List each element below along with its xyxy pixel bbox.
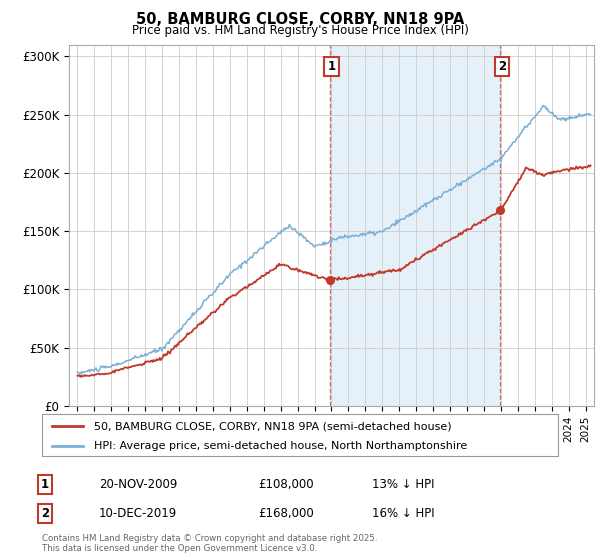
Text: 10-DEC-2019: 10-DEC-2019 bbox=[99, 507, 177, 520]
Text: 50, BAMBURG CLOSE, CORBY, NN18 9PA: 50, BAMBURG CLOSE, CORBY, NN18 9PA bbox=[136, 12, 464, 27]
Text: 2: 2 bbox=[497, 60, 506, 73]
Text: £108,000: £108,000 bbox=[258, 478, 314, 491]
Text: Contains HM Land Registry data © Crown copyright and database right 2025.
This d: Contains HM Land Registry data © Crown c… bbox=[42, 534, 377, 553]
FancyBboxPatch shape bbox=[42, 414, 558, 456]
Text: HPI: Average price, semi-detached house, North Northamptonshire: HPI: Average price, semi-detached house,… bbox=[94, 441, 467, 451]
Text: 1: 1 bbox=[41, 478, 49, 491]
Text: 20-NOV-2009: 20-NOV-2009 bbox=[99, 478, 178, 491]
Text: 13% ↓ HPI: 13% ↓ HPI bbox=[372, 478, 434, 491]
Text: Price paid vs. HM Land Registry's House Price Index (HPI): Price paid vs. HM Land Registry's House … bbox=[131, 24, 469, 36]
Text: 2: 2 bbox=[41, 507, 49, 520]
Text: £168,000: £168,000 bbox=[258, 507, 314, 520]
Text: 1: 1 bbox=[328, 60, 335, 73]
Text: 16% ↓ HPI: 16% ↓ HPI bbox=[372, 507, 434, 520]
Bar bbox=[330, 45, 500, 406]
Text: 50, BAMBURG CLOSE, CORBY, NN18 9PA (semi-detached house): 50, BAMBURG CLOSE, CORBY, NN18 9PA (semi… bbox=[94, 421, 451, 431]
